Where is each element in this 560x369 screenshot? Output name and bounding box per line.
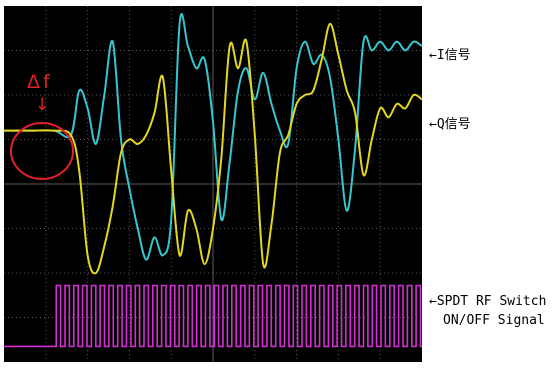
q-signal-trace	[4, 22, 423, 275]
i-signal-trace	[4, 13, 423, 261]
switch-signal-trace	[4, 284, 422, 348]
legend-i-signal: ←I信号	[429, 48, 471, 63]
legend-switch-signal-line2: ON/OFF Signal	[443, 313, 545, 328]
legend-switch-signal-line1: ←SPDT RF Switch	[429, 294, 547, 309]
delta-f-arrow-icon: ↓	[35, 95, 50, 115]
traces	[4, 13, 423, 348]
delta-f-circle	[10, 122, 74, 180]
legend-q-signal: ←Q信号	[429, 117, 471, 132]
delta-f-label: Δf	[27, 71, 53, 93]
